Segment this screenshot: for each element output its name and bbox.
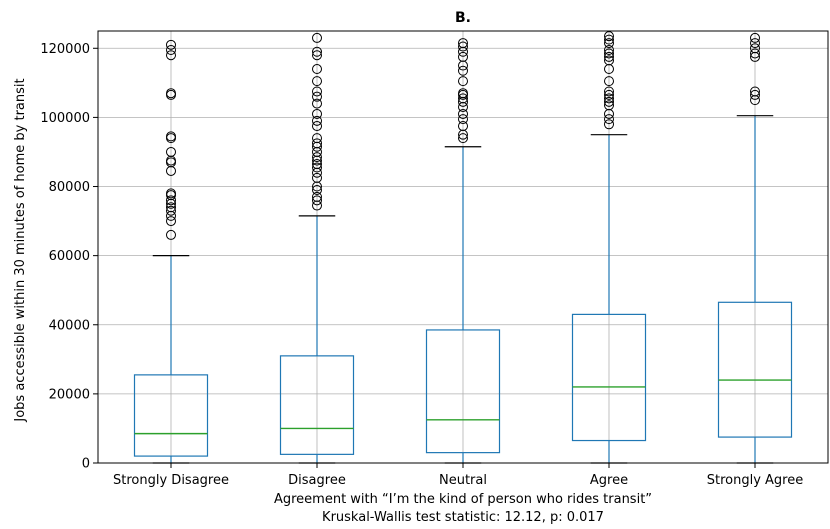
outlier-point	[312, 159, 322, 170]
outlier-point	[458, 93, 468, 104]
outlier-point	[166, 88, 176, 99]
outlier-point	[312, 138, 322, 149]
outlier-point	[166, 202, 176, 213]
box-layer	[133, 31, 793, 464]
x-tick-label: Strongly Disagree	[113, 473, 229, 488]
y-tick-label: 0	[82, 457, 90, 472]
outlier-point	[458, 41, 468, 52]
outlier-point	[312, 108, 322, 119]
y-axis-label: Jobs accessible within 30 minutes of hom…	[13, 78, 28, 422]
y-tick-label: 120000	[40, 42, 90, 57]
outlier-point	[458, 76, 468, 87]
y-tick-label: 40000	[49, 318, 90, 333]
x-axis-label: Agreement with “I’m the kind of person w…	[274, 492, 652, 507]
outlier-point	[312, 91, 322, 102]
iqr-box	[279, 355, 355, 455]
outlier-point	[604, 100, 614, 111]
outlier-point	[166, 45, 176, 56]
outlier-point	[312, 64, 322, 75]
outlier-point	[458, 38, 468, 49]
outlier-point	[604, 38, 614, 49]
x-tick-label: Disagree	[288, 473, 346, 488]
outlier-point	[750, 32, 760, 43]
outlier-point	[458, 133, 468, 144]
outlier-point	[604, 96, 614, 107]
outlier-point	[604, 31, 614, 42]
iqr-box	[717, 301, 793, 438]
outlier-point	[604, 89, 614, 100]
box-group	[571, 31, 647, 464]
outlier-point	[166, 195, 176, 206]
outlier-point	[604, 51, 614, 62]
outlier-point	[750, 43, 760, 54]
outlier-point	[166, 39, 176, 50]
outlier-point	[604, 86, 614, 97]
outlier-point	[312, 191, 322, 202]
outlier-point	[604, 76, 614, 87]
outlier-point	[166, 146, 176, 157]
outlier-point	[312, 50, 322, 61]
outlier-point	[312, 152, 322, 163]
outlier-point	[750, 86, 760, 97]
outlier-point	[458, 108, 468, 119]
iqr-box	[425, 329, 501, 454]
box-group	[133, 39, 209, 464]
outlier-point	[312, 172, 322, 183]
outlier-point	[750, 38, 760, 49]
box-group	[425, 38, 501, 464]
outlier-point	[458, 114, 468, 125]
outlier-point	[750, 89, 760, 100]
y-tick-label: 80000	[49, 180, 90, 195]
outlier-point	[312, 98, 322, 109]
outlier-point	[312, 184, 322, 195]
outlier-point	[312, 133, 322, 144]
iqr-box	[571, 313, 647, 442]
outlier-point	[166, 188, 176, 199]
outlier-point	[166, 229, 176, 240]
y-tick-label: 20000	[49, 387, 90, 402]
outlier-point	[604, 34, 614, 45]
iqr-box	[133, 374, 209, 457]
y-tick-label: 60000	[49, 249, 90, 264]
x-tick-label: Neutral	[439, 473, 487, 488]
plot-frame	[97, 30, 829, 464]
outlier-point	[166, 205, 176, 216]
x-tick-label: Agree	[590, 473, 628, 488]
outlier-point	[312, 86, 322, 97]
outlier-point	[312, 115, 322, 126]
x-axis-subtitle: Kruskal-Wallis test statistic: 12.12, p:…	[322, 510, 604, 525]
outlier-point	[458, 88, 468, 99]
outlier-point	[312, 162, 322, 173]
outlier-point	[604, 55, 614, 66]
outlier-point	[166, 216, 176, 227]
outlier-point	[312, 195, 322, 206]
outlier-point	[166, 131, 176, 142]
outlier-point	[604, 48, 614, 59]
outlier-point	[604, 114, 614, 125]
x-tick-label: Strongly Agree	[707, 473, 804, 488]
outlier-point	[312, 32, 322, 43]
outlier-point	[312, 121, 322, 132]
axis-layer: 0 20000 40000 60000 80000 100000 120000 Strongl…	[40, 30, 829, 488]
outlier-point	[604, 93, 614, 104]
outlier-point	[750, 48, 760, 59]
outlier-point	[604, 119, 614, 130]
outlier-point	[312, 46, 322, 57]
outlier-point	[458, 65, 468, 76]
outlier-point	[458, 51, 468, 62]
outlier-point	[458, 121, 468, 132]
outlier-point	[312, 76, 322, 87]
y-tick-label: 100000	[40, 111, 90, 126]
chart-title: B.	[455, 10, 471, 26]
outlier-point	[166, 50, 176, 61]
outlier-point	[604, 45, 614, 56]
box-group	[279, 32, 355, 464]
